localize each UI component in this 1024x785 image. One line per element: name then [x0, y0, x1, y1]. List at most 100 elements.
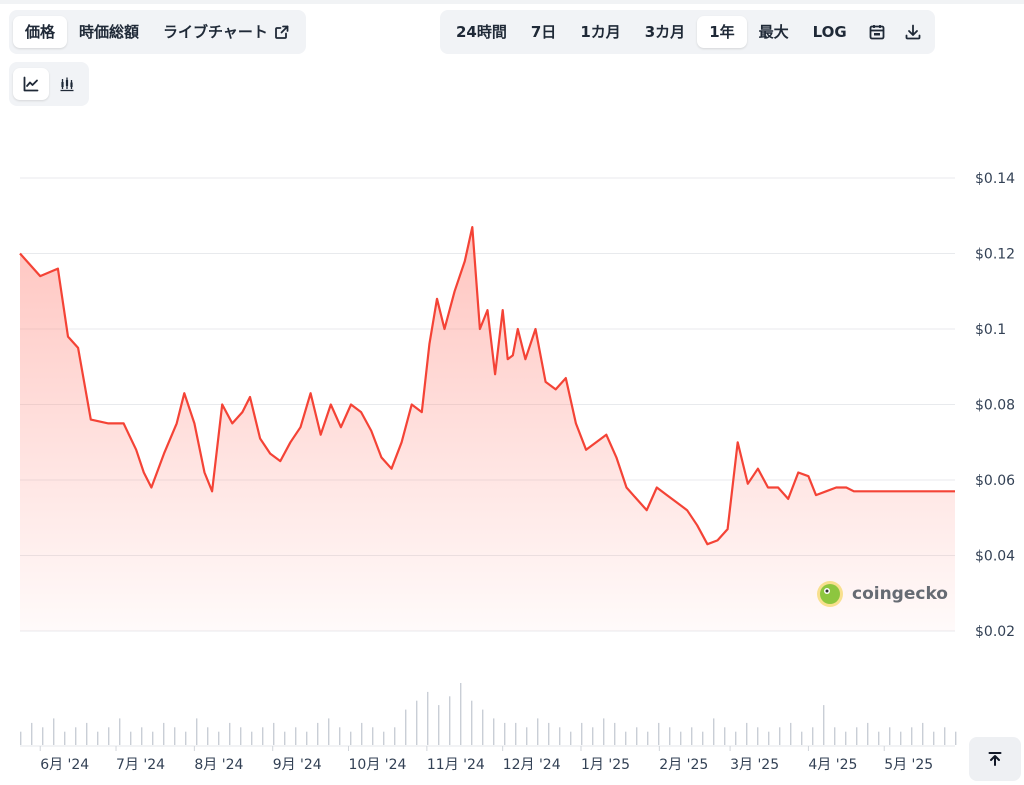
volume-bar: [625, 731, 627, 745]
download-icon: [904, 23, 922, 41]
volume-bar: [460, 683, 462, 745]
volume-bar: [790, 722, 792, 745]
range-max[interactable]: 最大: [758, 23, 789, 41]
volume-bar: [328, 718, 330, 745]
volume-bar: [471, 700, 473, 745]
volume-bar: [152, 731, 154, 745]
volume-bar: [108, 727, 110, 745]
volume-bar: [20, 731, 22, 745]
tab-price[interactable]: 価格: [13, 16, 68, 48]
tab-market-cap[interactable]: 時価総額: [79, 23, 140, 41]
range-24h[interactable]: 24時間: [456, 23, 507, 41]
x-tick-label: 1月 '25: [581, 757, 630, 773]
gecko-logo-icon: [816, 580, 844, 608]
external-link-icon: [274, 24, 290, 40]
volume-bar: [603, 718, 605, 745]
x-tick-label: 8月 '24: [194, 757, 243, 773]
volume-bar: [592, 727, 594, 745]
x-tick-label: 6月 '24: [40, 757, 89, 773]
volume-bar: [119, 718, 121, 745]
volume-bar: [339, 727, 341, 745]
volume-bar: [449, 696, 451, 745]
price-line: [19, 226, 955, 546]
volume-bar: [383, 731, 385, 745]
x-tick-label: 9月 '24: [273, 757, 322, 773]
volume-bar: [944, 727, 946, 745]
volume-bar: [647, 731, 649, 745]
calendar-icon: [868, 23, 886, 41]
x-tick-label: 4月 '25: [808, 757, 857, 773]
volume-bar: [438, 705, 440, 745]
log-scale-toggle[interactable]: LOG: [812, 23, 847, 41]
volume-bar: [856, 727, 858, 745]
volume-bar: [834, 727, 836, 745]
volume-bar: [284, 731, 286, 745]
volume-bar: [31, 722, 33, 745]
volume-bar: [845, 731, 847, 745]
volume-bar: [317, 722, 319, 745]
volume-bar: [658, 722, 660, 745]
volume-bar: [878, 731, 880, 745]
volume-bar: [372, 727, 374, 745]
x-tick-label: 7月 '24: [116, 757, 165, 773]
x-axis-labels: 6月 '24 7月 '24 8月 '24 9月 '24 10月 '24 11月 '24 12…: [39, 746, 933, 773]
candlestick-button[interactable]: [49, 68, 85, 100]
volume-bar: [405, 709, 407, 745]
x-tick-label: 2月 '25: [659, 757, 708, 773]
volume-bar: [680, 731, 682, 745]
price-chart[interactable]: $0.14 $0.12 $0.1 $0.08 $0.06 $0.04 $0.02 6月 '2…: [0, 120, 1024, 785]
volume-bar: [933, 731, 935, 745]
volume-bar: [273, 722, 275, 745]
range-1m[interactable]: 1カ月: [580, 23, 621, 41]
volume-bar: [251, 731, 253, 745]
time-range-tabs: 24時間 7日 1カ月 3カ月 1年 最大 LOG: [440, 10, 935, 54]
tab-live-chart[interactable]: ライブチャート: [151, 16, 302, 48]
volume-bar: [779, 727, 781, 745]
arrow-up-to-top-icon: [986, 750, 1004, 768]
range-7d[interactable]: 7日: [530, 23, 557, 41]
range-1y[interactable]: 1年: [697, 16, 747, 48]
watermark-text: coingecko: [852, 584, 948, 604]
volume-bar: [86, 722, 88, 745]
y-axis-labels: $0.14 $0.12 $0.1 $0.08 $0.06 $0.04 $0.02: [975, 171, 1015, 640]
x-tick-label: 5月 '25: [884, 757, 933, 773]
chart-type-tabs: 価格 時価総額 ライブチャート: [9, 10, 306, 54]
volume-bar: [229, 722, 231, 745]
volume-bar: [427, 691, 429, 745]
range-3m[interactable]: 3カ月: [644, 23, 686, 41]
volume-bar: [757, 727, 759, 745]
volume-bar: [801, 731, 803, 745]
volume-bars: [20, 683, 957, 745]
volume-bar: [482, 709, 484, 745]
calendar-button[interactable]: [859, 16, 895, 48]
chart-style-toggle: [9, 62, 89, 106]
y-tick-label: $0.02: [975, 624, 1015, 640]
volume-bar: [262, 727, 264, 745]
y-tick-label: $0.12: [975, 247, 1015, 263]
download-button[interactable]: [895, 16, 931, 48]
volume-bar: [141, 727, 143, 745]
volume-bar: [361, 722, 363, 745]
volume-bar: [614, 722, 616, 745]
volume-bar: [812, 727, 814, 745]
volume-bar: [218, 731, 220, 745]
volume-bar: [867, 722, 869, 745]
volume-bar: [724, 727, 726, 745]
volume-bar: [735, 731, 737, 745]
volume-bar: [75, 727, 77, 745]
volume-bar: [64, 731, 66, 745]
volume-bar: [185, 731, 187, 745]
scroll-to-top-button[interactable]: [969, 737, 1021, 781]
top-divider: [0, 0, 1024, 4]
y-tick-label: $0.04: [975, 549, 1015, 565]
volume-bar: [295, 727, 297, 745]
volume-bar: [768, 731, 770, 745]
volume-bar: [526, 727, 528, 745]
x-tick-label: 10月 '24: [349, 757, 407, 773]
volume-bar: [130, 731, 132, 745]
volume-bar: [691, 727, 693, 745]
line-chart-button[interactable]: [13, 68, 49, 100]
volume-bar: [163, 722, 165, 745]
volume-bar: [713, 718, 715, 745]
volume-bar: [240, 727, 242, 745]
